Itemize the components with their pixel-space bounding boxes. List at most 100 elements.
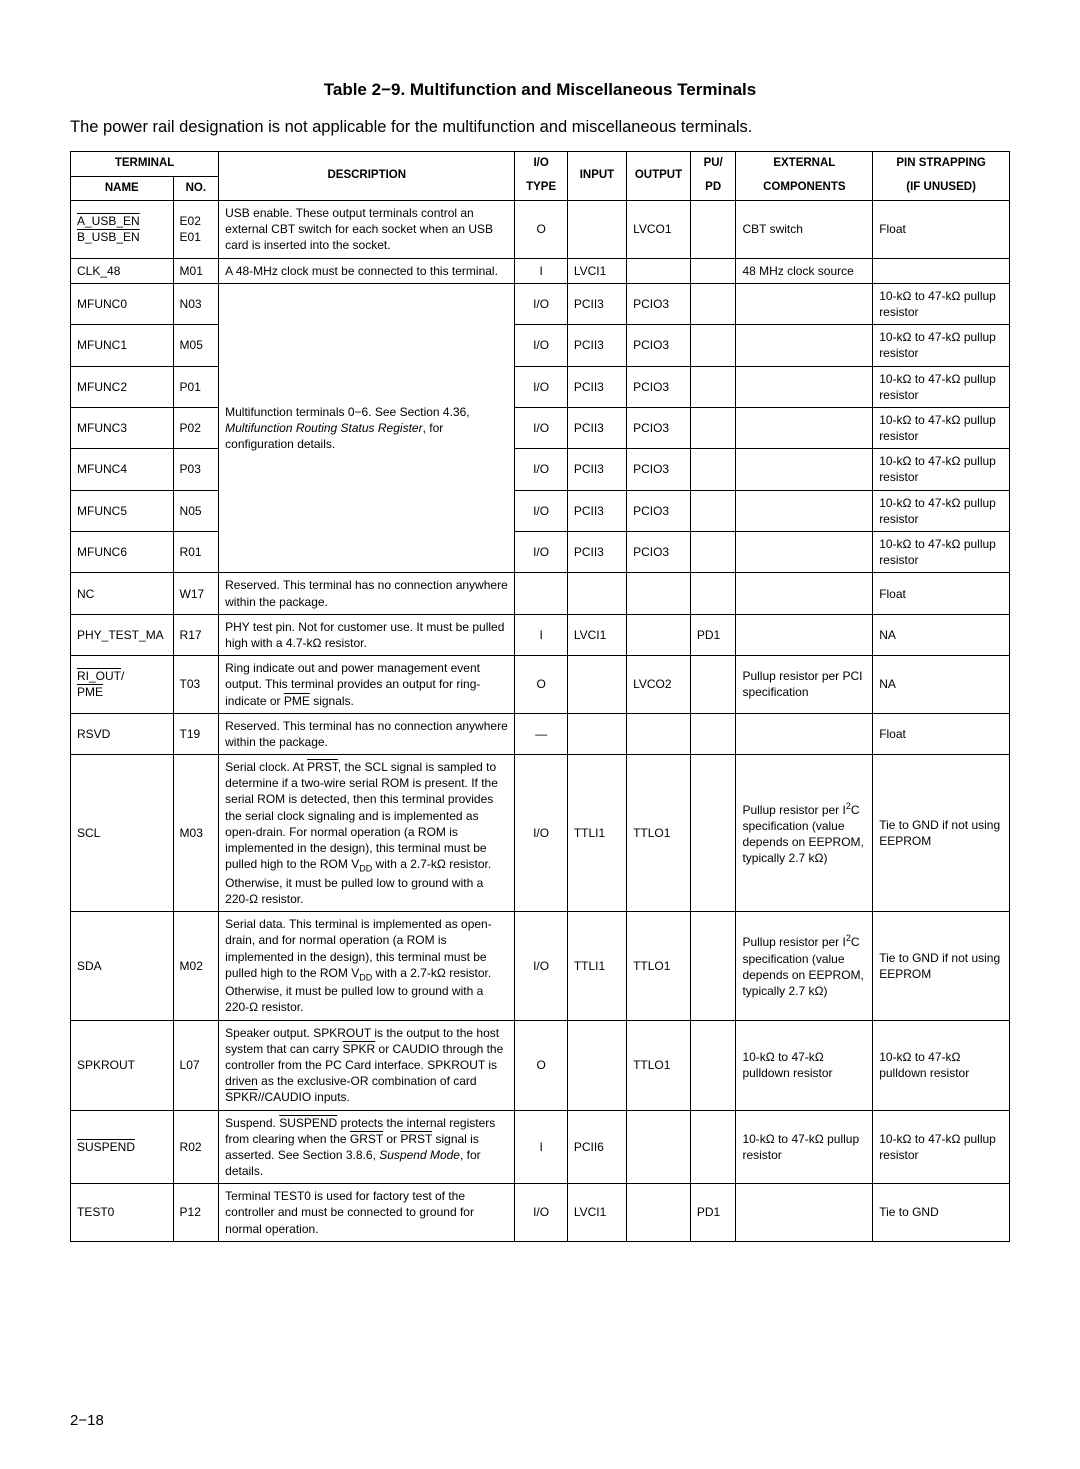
cell-input: PCII3: [567, 490, 626, 531]
cell-name: MFUNC3: [71, 407, 174, 448]
hdr-iotype2: TYPE: [515, 176, 567, 201]
cell-desc: A 48-MHz clock must be connected to this…: [219, 258, 515, 283]
cell-no: R01: [173, 532, 219, 573]
table-row: SDA M02 Serial data. This terminal is im…: [71, 912, 1010, 1020]
table-title: Table 2−9. Multifunction and Miscellaneo…: [70, 80, 1010, 100]
cell-ext: [736, 532, 873, 573]
cell-ext: [736, 325, 873, 366]
cell-pupd: [690, 325, 736, 366]
hdr-pin2: (IF UNUSED): [873, 176, 1010, 201]
cell-pupd: [690, 258, 736, 283]
table-row: NC W17 Reserved. This terminal has no co…: [71, 573, 1010, 614]
cell-desc: Reserved. This terminal has no connectio…: [219, 573, 515, 614]
cell-name: PHY_TEST_MA: [71, 614, 174, 655]
cell-desc: Reserved. This terminal has no connectio…: [219, 713, 515, 754]
cell-output: TTLO1: [627, 912, 691, 1020]
hdr-input: INPUT: [567, 152, 626, 201]
hdr-ext1: EXTERNAL: [736, 152, 873, 177]
cell-output: PCIO3: [627, 490, 691, 531]
cell-output: [627, 713, 691, 754]
cell-pin: Float: [873, 201, 1010, 259]
cell-ext: [736, 573, 873, 614]
cell-input: [567, 573, 626, 614]
cell-output: [627, 1110, 691, 1184]
cell-iotype: I: [515, 1110, 567, 1184]
hdr-pupd2: PD: [690, 176, 736, 201]
cell-pin: [873, 258, 1010, 283]
header-row-1: TERMINAL DESCRIPTION I/O INPUT OUTPUT PU…: [71, 152, 1010, 177]
cell-no: P12: [173, 1184, 219, 1242]
cell-desc: USB enable. These output terminals contr…: [219, 201, 515, 259]
hdr-name: NAME: [71, 176, 174, 201]
hdr-pupd1: PU/: [690, 152, 736, 177]
cell-desc: PHY test pin. Not for customer use. It m…: [219, 614, 515, 655]
cell-iotype: O: [515, 1020, 567, 1110]
cell-no: E02E01: [173, 201, 219, 259]
cell-no: R02: [173, 1110, 219, 1184]
table-row: MFUNC1 M05 I/O PCII3 PCIO3 10-kΩ to 47-k…: [71, 325, 1010, 366]
table-row: PHY_TEST_MA R17 PHY test pin. Not for cu…: [71, 614, 1010, 655]
cell-no: R17: [173, 614, 219, 655]
cell-output: PCIO3: [627, 366, 691, 407]
table-row: A_USB_ENB_USB_EN E02E01 USB enable. Thes…: [71, 201, 1010, 259]
cell-input: TTLI1: [567, 912, 626, 1020]
cell-pupd: [690, 532, 736, 573]
table-row: CLK_48 M01 A 48-MHz clock must be connec…: [71, 258, 1010, 283]
cell-pupd: PD1: [690, 1184, 736, 1242]
cell-pupd: [690, 656, 736, 714]
cell-input: [567, 201, 626, 259]
cell-desc-mfunc: Multifunction terminals 0−6. See Section…: [219, 283, 515, 573]
cell-desc: Terminal TEST0 is used for factory test …: [219, 1184, 515, 1242]
cell-output: [627, 1184, 691, 1242]
cell-output: [627, 258, 691, 283]
cell-name: MFUNC5: [71, 490, 174, 531]
cell-name: MFUNC1: [71, 325, 174, 366]
cell-pin: Tie to GND if not using EEPROM: [873, 755, 1010, 912]
cell-pupd: [690, 1020, 736, 1110]
header-row-2: NAME NO. TYPE PD COMPONENTS (IF UNUSED): [71, 176, 1010, 201]
table-row: SCL M03 Serial clock. At PRST, the SCL s…: [71, 755, 1010, 912]
cell-ext: Pullup resistor per PCI specification: [736, 656, 873, 714]
table-row: TEST0 P12 Terminal TEST0 is used for fac…: [71, 1184, 1010, 1242]
cell-desc: Serial clock. At PRST, the SCL signal is…: [219, 755, 515, 912]
cell-no: W17: [173, 573, 219, 614]
cell-name: SDA: [71, 912, 174, 1020]
cell-no: M05: [173, 325, 219, 366]
cell-pin: 10-kΩ to 47-kΩ pullup resistor: [873, 325, 1010, 366]
cell-pin: NA: [873, 614, 1010, 655]
table-row: RSVD T19 Reserved. This terminal has no …: [71, 713, 1010, 754]
cell-pupd: [690, 1110, 736, 1184]
cell-iotype: I/O: [515, 532, 567, 573]
cell-input: [567, 713, 626, 754]
cell-name: RI_OUT/PME: [71, 656, 174, 714]
cell-input: PCII3: [567, 449, 626, 490]
table-row: RI_OUT/PME T03 Ring indicate out and pow…: [71, 656, 1010, 714]
cell-iotype: I/O: [515, 1184, 567, 1242]
table-row: MFUNC5 N05 I/O PCII3 PCIO3 10-kΩ to 47-k…: [71, 490, 1010, 531]
cell-ext: 48 MHz clock source: [736, 258, 873, 283]
cell-iotype: I/O: [515, 755, 567, 912]
cell-no: N03: [173, 283, 219, 324]
table-row: MFUNC4 P03 I/O PCII3 PCIO3 10-kΩ to 47-k…: [71, 449, 1010, 490]
cell-iotype: —: [515, 713, 567, 754]
cell-name: A_USB_ENB_USB_EN: [71, 201, 174, 259]
cell-pin: 10-kΩ to 47-kΩ pullup resistor: [873, 1110, 1010, 1184]
cell-pin: Float: [873, 713, 1010, 754]
hdr-iotype1: I/O: [515, 152, 567, 177]
cell-ext: [736, 407, 873, 448]
cell-no: N05: [173, 490, 219, 531]
cell-iotype: I/O: [515, 325, 567, 366]
cell-pupd: [690, 713, 736, 754]
cell-iotype: I: [515, 614, 567, 655]
cell-pupd: [690, 490, 736, 531]
cell-ext: CBT switch: [736, 201, 873, 259]
cell-no: M03: [173, 755, 219, 912]
cell-pupd: [690, 366, 736, 407]
cell-name: SCL: [71, 755, 174, 912]
cell-output: TTLO1: [627, 755, 691, 912]
cell-pin: 10-kΩ to 47-kΩ pullup resistor: [873, 532, 1010, 573]
cell-input: PCII3: [567, 366, 626, 407]
cell-ext: [736, 1184, 873, 1242]
cell-input: [567, 656, 626, 714]
table-row: SPKROUT L07 Speaker output. SPKROUT is t…: [71, 1020, 1010, 1110]
